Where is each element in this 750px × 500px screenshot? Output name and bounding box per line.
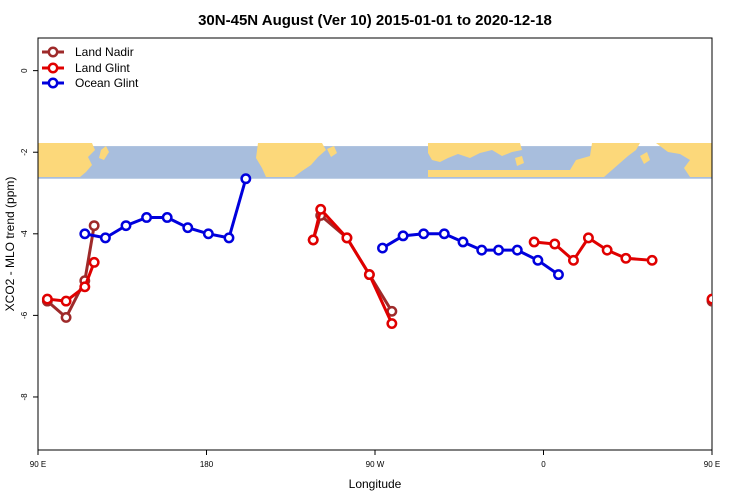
series-line-land-glint	[311, 207, 394, 325]
data-point-land-glint	[79, 281, 91, 293]
data-point-land-nadir	[88, 220, 100, 232]
data-point-land-nadir	[727, 313, 735, 321]
data-point-land-glint	[386, 318, 398, 329]
y-tick-label: -2	[20, 148, 29, 156]
data-point-land-glint	[646, 254, 658, 266]
y-tick-label: -4	[20, 230, 29, 238]
data-point-land-glint	[60, 295, 72, 307]
legend-item-land-nadir: Land Nadir	[42, 45, 134, 59]
data-point-land-glint	[727, 297, 735, 305]
data-point-land-glint	[88, 256, 100, 268]
series-line-ocean-glint	[84, 178, 248, 240]
x-axis-ticks: 90 E 180 90 W 0 90 E	[30, 450, 720, 469]
data-point-ocean-glint	[223, 232, 235, 244]
data-point-land-glint	[745, 283, 750, 291]
data-point-land-nadir	[745, 277, 750, 285]
series-line-ocean-glint	[381, 232, 560, 276]
data-point-ocean-glint	[511, 244, 523, 256]
series-line-land-glint	[711, 299, 712, 301]
legend-item-ocean-glint: Ocean Glint	[42, 76, 139, 90]
series-line-land-nadir	[46, 225, 96, 319]
data-point-land-glint	[41, 293, 53, 305]
legend-item-land-glint: Land Glint	[42, 61, 130, 75]
data-point-ocean-glint	[161, 212, 173, 223]
world-map-band	[38, 143, 712, 179]
series-land-glint	[41, 203, 750, 329]
chart-title: 30N-45N August (Ver 10) 2015-01-01 to 20…	[198, 12, 552, 29]
data-point-land-glint	[528, 236, 540, 248]
data-point-ocean-glint	[438, 228, 450, 240]
data-point-ocean-glint	[457, 236, 469, 248]
series-layer	[41, 173, 750, 329]
legend-label-ocean-glint: Ocean Glint	[75, 76, 139, 90]
plot-frame	[37, 37, 713, 451]
series-land-nadir	[41, 209, 750, 323]
y-axis-label: XCO2 - MLO trend (ppm)	[3, 177, 17, 312]
data-point-ocean-glint	[476, 244, 488, 256]
x-tick-label: 90 E	[704, 460, 720, 469]
x-tick-label: 90 E	[30, 460, 46, 469]
y-tick-label: -6	[20, 311, 29, 319]
data-point-land-glint	[549, 238, 561, 250]
data-point-ocean-glint	[182, 222, 194, 234]
data-point-land-glint	[315, 203, 327, 215]
data-point-land-nadir	[60, 311, 72, 323]
legend-label-land-glint: Land Glint	[75, 61, 130, 75]
data-point-ocean-glint	[202, 228, 214, 240]
data-point-land-glint	[568, 254, 579, 266]
data-point-land-glint	[601, 244, 613, 256]
y-axis-ticks: 0 -2 -4 -6 -8	[20, 68, 38, 401]
data-point-ocean-glint	[120, 220, 132, 232]
data-point-ocean-glint	[141, 212, 153, 223]
data-point-land-glint	[363, 269, 375, 281]
data-point-land-glint	[307, 234, 319, 246]
legend: Land Nadir Land Glint Ocean Glint	[42, 45, 139, 90]
x-tick-label: 90 W	[366, 460, 385, 469]
data-point-ocean-glint	[397, 230, 409, 242]
x-axis-label: Longitude	[349, 477, 402, 491]
x-tick-label: 180	[200, 460, 214, 469]
data-point-ocean-glint	[532, 254, 544, 266]
axes: 90 E 180 90 W 0 90 E 0 -2 -4 -6 -8	[20, 37, 720, 469]
y-tick-label: 0	[20, 68, 29, 73]
data-point-ocean-glint	[79, 228, 91, 240]
data-point-land-glint	[620, 252, 632, 264]
x-tick-label: 0	[541, 460, 546, 469]
data-point-ocean-glint	[553, 269, 564, 281]
data-point-ocean-glint	[240, 173, 252, 185]
data-point-ocean-glint	[418, 228, 430, 240]
map-land	[38, 143, 712, 177]
data-point-land-glint	[341, 232, 353, 244]
data-point-ocean-glint	[745, 230, 750, 238]
legend-label-land-nadir: Land Nadir	[75, 45, 134, 59]
series-line-land-glint	[47, 261, 96, 303]
series-ocean-glint	[79, 173, 750, 281]
data-point-land-glint	[582, 232, 594, 244]
data-point-land-glint	[706, 293, 712, 305]
data-point-ocean-glint	[99, 232, 111, 244]
data-point-ocean-glint	[377, 242, 388, 254]
series-line-land-nadir	[711, 301, 712, 304]
y-tick-label: -8	[20, 393, 29, 401]
data-point-ocean-glint	[493, 244, 505, 256]
